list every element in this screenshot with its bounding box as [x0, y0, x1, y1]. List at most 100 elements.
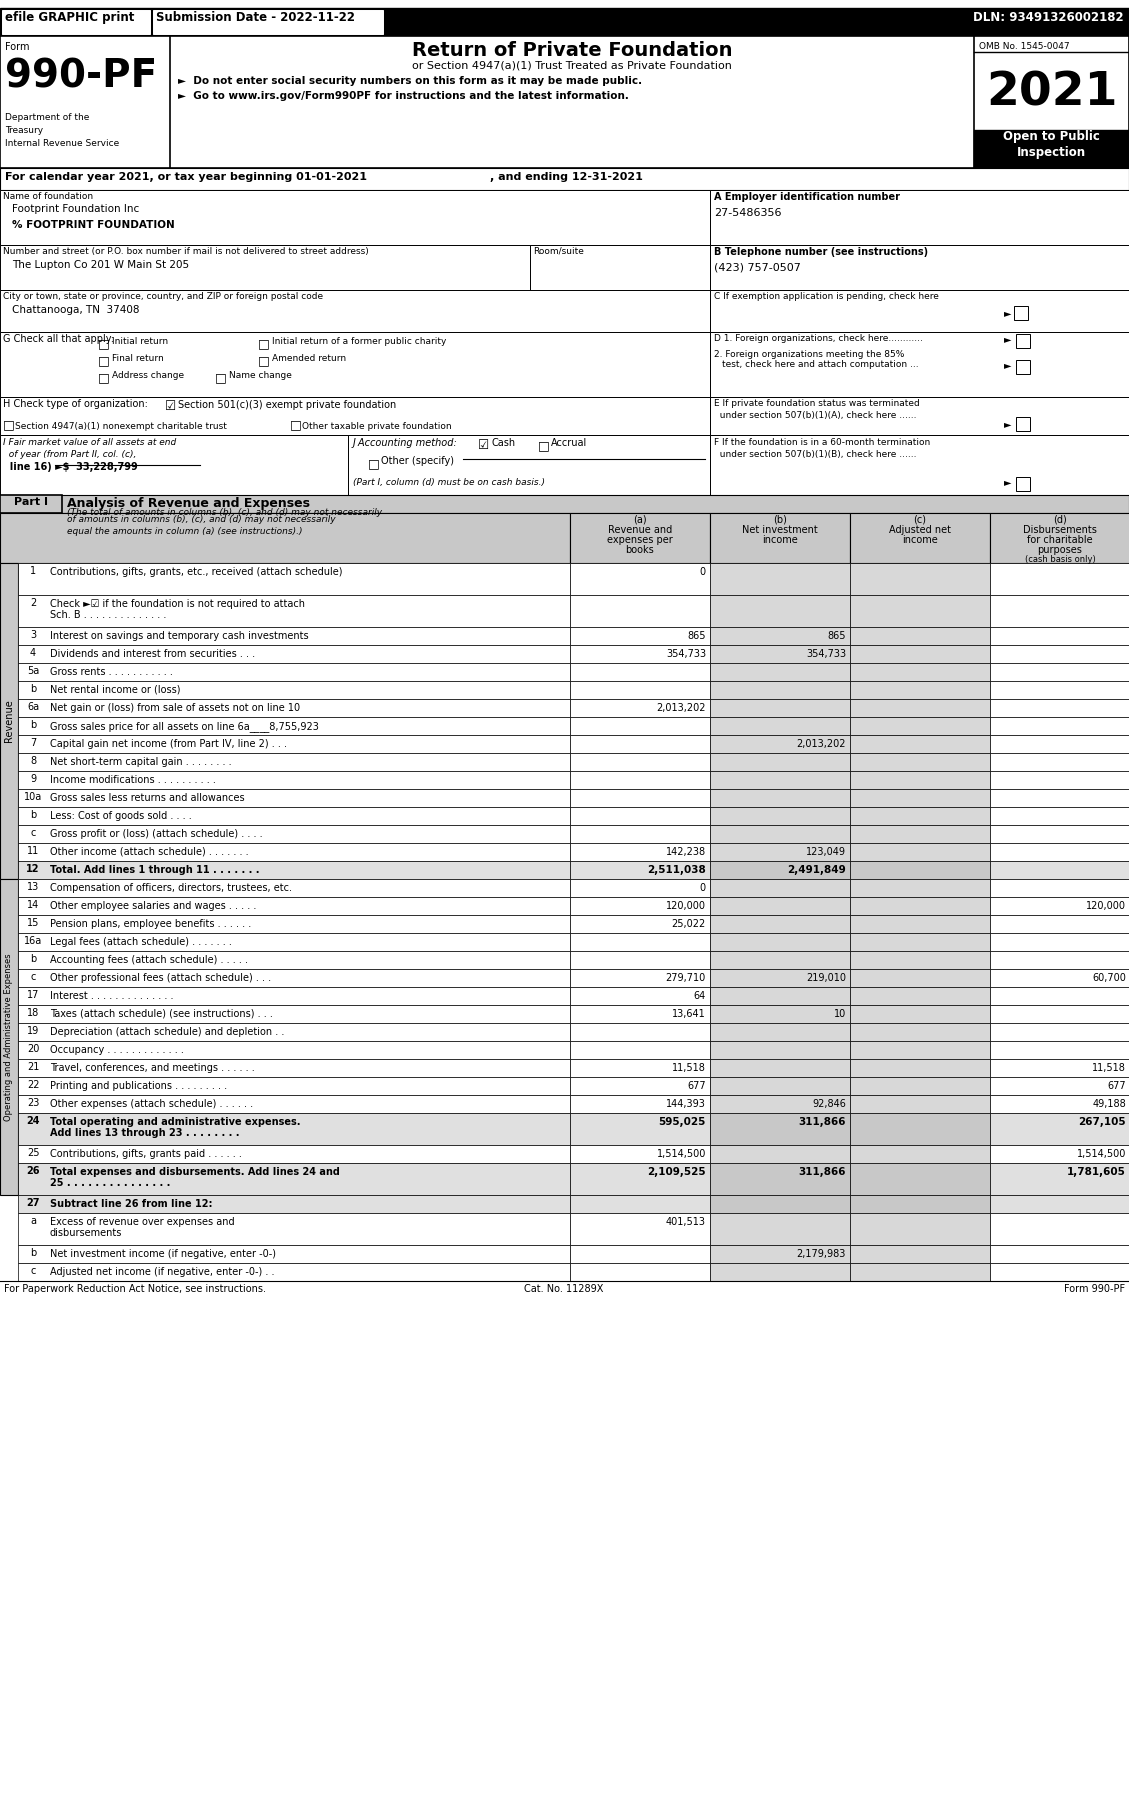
Text: Accrual: Accrual: [551, 439, 587, 448]
Text: Amended return: Amended return: [272, 354, 347, 363]
Bar: [850, 1196, 990, 1214]
Text: 311,866: 311,866: [798, 1117, 846, 1127]
Text: □: □: [539, 439, 550, 451]
Bar: [0, 36, 170, 167]
Text: The Lupton Co 201 W Main St 205: The Lupton Co 201 W Main St 205: [12, 261, 190, 270]
Bar: [710, 1059, 850, 1077]
Bar: [850, 1059, 990, 1077]
Text: For calendar year 2021, or tax year beginning 01-01-2021: For calendar year 2021, or tax year begi…: [5, 173, 367, 182]
Text: Excess of revenue over expenses and: Excess of revenue over expenses and: [50, 1217, 235, 1226]
Bar: [570, 879, 710, 897]
Bar: [850, 753, 990, 771]
Text: Net investment: Net investment: [742, 525, 817, 536]
Bar: [18, 1145, 570, 1163]
Bar: [154, 11, 383, 34]
Text: Printing and publications . . . . . . . . .: Printing and publications . . . . . . . …: [50, 1081, 227, 1091]
Bar: [850, 861, 990, 879]
Bar: [710, 563, 850, 595]
Bar: [18, 1163, 570, 1196]
Bar: [974, 36, 1129, 167]
Text: F If the foundation is in a 60-month termination: F If the foundation is in a 60-month ter…: [714, 439, 930, 448]
Bar: [710, 753, 850, 771]
Bar: [710, 1005, 850, 1023]
Text: □: □: [98, 354, 110, 367]
Text: Total. Add lines 1 through 11 . . . . . . .: Total. Add lines 1 through 11 . . . . . …: [50, 865, 260, 876]
Text: ►: ►: [1004, 419, 1012, 430]
Text: Disbursements: Disbursements: [1023, 525, 1097, 536]
Bar: [570, 1163, 710, 1196]
Bar: [990, 645, 1129, 663]
Text: DLN: 93491326002182: DLN: 93491326002182: [973, 11, 1124, 23]
Text: 13,641: 13,641: [672, 1009, 706, 1019]
Bar: [710, 843, 850, 861]
Bar: [710, 645, 850, 663]
Bar: [570, 771, 710, 789]
Text: Total operating and administrative expenses.: Total operating and administrative expen…: [50, 1117, 300, 1127]
Text: income: income: [762, 536, 798, 545]
Bar: [570, 1262, 710, 1280]
Text: 9: 9: [30, 773, 36, 784]
Text: Other expenses (attach schedule) . . . . . .: Other expenses (attach schedule) . . . .…: [50, 1099, 253, 1109]
Text: (The total of amounts in columns (b), (c), and (d) may not necessarily: (The total of amounts in columns (b), (c…: [67, 509, 382, 518]
Bar: [570, 807, 710, 825]
Bar: [570, 987, 710, 1005]
Bar: [850, 825, 990, 843]
Text: Contributions, gifts, grants paid . . . . . .: Contributions, gifts, grants paid . . . …: [50, 1149, 242, 1160]
Text: ☑: ☑: [478, 439, 489, 451]
Text: Other employee salaries and wages . . . . .: Other employee salaries and wages . . . …: [50, 901, 256, 912]
Bar: [570, 1059, 710, 1077]
Bar: [18, 897, 570, 915]
Bar: [990, 563, 1129, 595]
Text: Cash: Cash: [491, 439, 515, 448]
Text: Initial return of a former public charity: Initial return of a former public charit…: [272, 336, 446, 345]
Text: Revenue and: Revenue and: [607, 525, 672, 536]
Bar: [570, 897, 710, 915]
Text: (d): (d): [1053, 514, 1067, 525]
Bar: [0, 494, 62, 512]
Text: Initial return: Initial return: [112, 336, 168, 345]
Text: Revenue: Revenue: [5, 699, 14, 743]
Bar: [570, 1145, 710, 1163]
Bar: [850, 663, 990, 681]
Text: 60,700: 60,700: [1092, 973, 1126, 984]
Text: A Employer identification number: A Employer identification number: [714, 192, 900, 201]
Text: Accounting fees (attach schedule) . . . . .: Accounting fees (attach schedule) . . . …: [50, 955, 248, 966]
Bar: [18, 753, 570, 771]
Text: purposes: purposes: [1038, 545, 1083, 556]
Text: 25: 25: [27, 1147, 40, 1158]
Bar: [710, 1262, 850, 1280]
Text: Other taxable private foundation: Other taxable private foundation: [301, 423, 452, 432]
Bar: [850, 595, 990, 628]
Text: 401,513: 401,513: [666, 1217, 706, 1226]
Bar: [990, 1005, 1129, 1023]
Bar: [1016, 334, 1030, 349]
Text: For Paperwork Reduction Act Notice, see instructions.: For Paperwork Reduction Act Notice, see …: [5, 1284, 266, 1295]
Bar: [0, 191, 710, 245]
Text: 19: 19: [27, 1027, 40, 1036]
Text: 11,518: 11,518: [1092, 1063, 1126, 1073]
Bar: [850, 915, 990, 933]
Text: ►: ►: [1004, 360, 1012, 370]
Text: H Check type of organization:: H Check type of organization:: [3, 399, 148, 408]
Text: 1,514,500: 1,514,500: [1077, 1149, 1126, 1160]
Text: I Fair market value of all assets at end: I Fair market value of all assets at end: [3, 439, 176, 448]
Bar: [710, 951, 850, 969]
Text: Form: Form: [5, 41, 29, 52]
Bar: [710, 1196, 850, 1214]
Text: 2: 2: [29, 599, 36, 608]
Bar: [990, 1145, 1129, 1163]
Bar: [710, 915, 850, 933]
Bar: [18, 1059, 570, 1077]
Text: 14: 14: [27, 901, 40, 910]
Bar: [18, 595, 570, 628]
Text: 2,013,202: 2,013,202: [796, 739, 846, 750]
Text: Operating and Administrative Expenses: Operating and Administrative Expenses: [5, 953, 14, 1120]
Bar: [18, 861, 570, 879]
Bar: [850, 879, 990, 897]
Text: b: b: [29, 683, 36, 694]
Bar: [18, 1041, 570, 1059]
Bar: [18, 789, 570, 807]
Text: Final return: Final return: [112, 354, 164, 363]
Bar: [990, 735, 1129, 753]
Bar: [710, 1214, 850, 1244]
